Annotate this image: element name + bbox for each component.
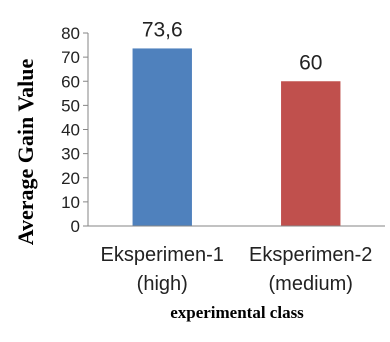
x-category-label: Eksperimen-1 xyxy=(101,244,224,266)
y-tick-label: 10 xyxy=(61,193,80,212)
y-tick-label: 60 xyxy=(61,72,80,91)
y-tick-label: 80 xyxy=(61,24,80,43)
y-tick-label: 70 xyxy=(61,48,80,67)
x-category-label: Eksperimen-2 xyxy=(249,244,372,266)
y-axis: 0 10 20 30 40 50 60 70 80 xyxy=(61,24,89,236)
x-axis-title: experimental class xyxy=(170,303,304,322)
data-label: 60 xyxy=(299,51,322,74)
y-tick-label: 30 xyxy=(61,145,80,164)
y-tick-label: 50 xyxy=(61,96,80,115)
y-tick-label: 0 xyxy=(71,217,80,236)
x-axis: Eksperimen-1 (high) Eksperimen-2 (medium) xyxy=(88,225,385,295)
x-category-label: (medium) xyxy=(269,273,353,295)
bar xyxy=(132,48,192,226)
data-label: 73,6 xyxy=(142,18,183,41)
x-category-label: (high) xyxy=(137,273,188,295)
y-tick-label: 20 xyxy=(61,169,80,188)
y-axis-title: Average Gain Value xyxy=(13,58,38,245)
y-tick-label: 40 xyxy=(61,121,80,140)
bars: 73,6 60 xyxy=(132,18,341,226)
bar xyxy=(281,81,341,226)
